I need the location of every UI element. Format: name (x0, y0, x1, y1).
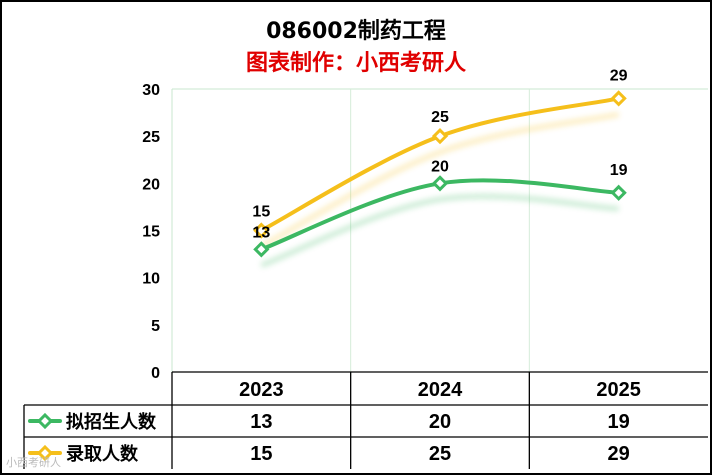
data-label: 13 (252, 224, 270, 241)
data-point-marker (253, 241, 270, 258)
data-label: 15 (252, 204, 270, 221)
data-point-marker (253, 222, 270, 239)
chart-subtitle: 图表制作：小西考研人 (246, 51, 466, 76)
chart-title: 086002制药工程 (266, 19, 446, 44)
y-tick-label: 0 (151, 365, 160, 382)
table-cell: 29 (608, 443, 630, 465)
y-tick-label: 25 (142, 129, 160, 146)
y-tick-label: 20 (142, 176, 160, 193)
legend-marker (36, 444, 54, 462)
legend-marker (36, 412, 54, 430)
x-tick-label: 2025 (596, 379, 641, 401)
data-point-marker (610, 90, 627, 107)
watermark: 小西考研人 (6, 456, 61, 469)
data-label: 19 (610, 162, 628, 179)
data-label: 29 (610, 67, 628, 84)
data-point-marker (431, 128, 449, 145)
legend-label: 拟招生人数 (66, 411, 157, 433)
y-tick-label: 15 (142, 224, 160, 241)
series-shadow (260, 193, 619, 268)
table-cell: 25 (429, 443, 451, 465)
table-cell: 13 (250, 411, 272, 433)
table-cell: 15 (250, 443, 272, 465)
table-cell: 20 (429, 411, 451, 433)
y-tick-label: 5 (151, 318, 160, 335)
legend-label: 录取人数 (66, 443, 139, 465)
data-point-marker (431, 175, 449, 192)
x-tick-label: 2023 (239, 379, 284, 401)
y-tick-label: 10 (142, 271, 160, 288)
x-tick-label: 2024 (418, 379, 463, 401)
data-label: 20 (431, 158, 449, 175)
series-shadow (260, 111, 620, 249)
y-tick-label: 30 (142, 82, 160, 99)
data-point-marker (610, 184, 627, 201)
data-label: 25 (431, 109, 449, 126)
table-cell: 19 (608, 411, 630, 433)
